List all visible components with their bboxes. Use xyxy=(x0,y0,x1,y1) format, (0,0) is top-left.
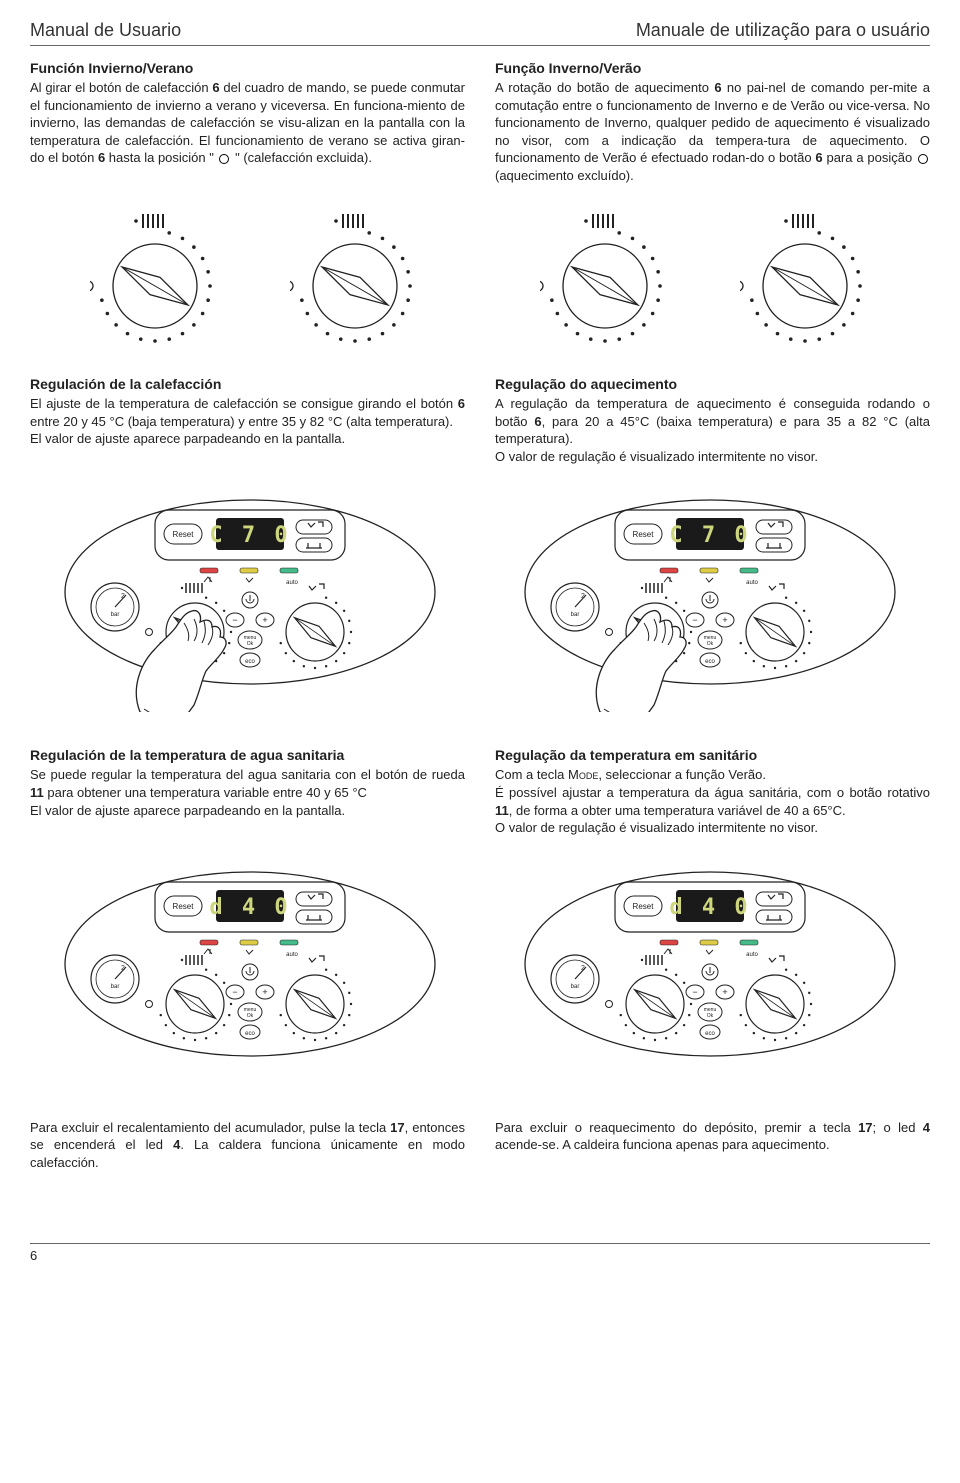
svg-text:eco: eco xyxy=(245,1031,255,1037)
s1-left-title: Función Invierno/Verano xyxy=(30,60,465,76)
svg-text:bar: bar xyxy=(571,612,580,618)
s4-right-text: Para excluir o reaquecimento do depósito… xyxy=(495,1119,930,1154)
page-footer: 6 xyxy=(30,1243,930,1263)
s2-right-title: Regulação do aquecimento xyxy=(495,376,930,392)
section-heating-reg: Regulación de la calefacción El ajuste d… xyxy=(30,376,930,477)
svg-text:auto: auto xyxy=(286,580,298,586)
svg-text:bar: bar xyxy=(111,612,120,618)
s1-right-title: Função Inverno/Verão xyxy=(495,60,930,76)
svg-text:−: − xyxy=(692,615,697,625)
s3-right-title: Regulação da temperatura em sanitário xyxy=(495,747,930,763)
dial-figure xyxy=(540,206,670,346)
svg-text:d 4 0: d 4 0 xyxy=(209,895,290,920)
svg-text:Ok: Ok xyxy=(707,1013,714,1019)
section-exclude: Para excluir el recalentamiento del acum… xyxy=(30,1119,930,1184)
s3-left-text: Se puede regular la temperatura del agua… xyxy=(30,766,465,819)
t: (aquecimento excluído). xyxy=(495,168,634,183)
control-panel-figure: ResetC 7 0autobar2−+menuOkeco xyxy=(50,492,450,712)
svg-text:+: + xyxy=(262,987,267,997)
t: 6 xyxy=(714,80,721,95)
s2-right-text: A regulação da temperatura de aqueciment… xyxy=(495,395,930,465)
s1-left-text: Al girar el botón de calefacción 6 del c… xyxy=(30,79,465,167)
svg-text:Ok: Ok xyxy=(707,641,714,647)
svg-text:+: + xyxy=(262,615,267,625)
svg-text:C 7 0: C 7 0 xyxy=(209,523,290,548)
t: Al girar el botón de calefacción xyxy=(30,80,212,95)
s2-left-text: El ajuste de la temperatura de calefacci… xyxy=(30,395,465,448)
svg-text:C 7 0: C 7 0 xyxy=(669,523,750,548)
off-position-icon xyxy=(219,154,229,164)
svg-text:Reset: Reset xyxy=(633,530,655,539)
svg-text:−: − xyxy=(232,615,237,625)
dial-figure xyxy=(290,206,420,346)
dial-figure-row xyxy=(30,206,930,346)
section-winter-summer: Función Invierno/Verano Al girar el botó… xyxy=(30,60,930,196)
t: A rotação do botão de aquecimento xyxy=(495,80,714,95)
section-dhw-reg: Regulación de la temperatura de agua san… xyxy=(30,747,930,848)
svg-text:eco: eco xyxy=(705,659,715,665)
s3-left-title: Regulación de la temperatura de agua san… xyxy=(30,747,465,763)
s4-left-text: Para excluir el recalentamiento del acum… xyxy=(30,1119,465,1172)
svg-text:−: − xyxy=(692,987,697,997)
header-left: Manual de Usuario xyxy=(30,20,181,41)
svg-text:Reset: Reset xyxy=(173,902,195,911)
svg-text:auto: auto xyxy=(286,952,298,958)
svg-text:eco: eco xyxy=(245,659,255,665)
svg-text:Ok: Ok xyxy=(247,641,254,647)
t: para a posição xyxy=(823,150,916,165)
svg-text:d 4 0: d 4 0 xyxy=(669,895,750,920)
svg-text:bar: bar xyxy=(111,984,120,990)
panel-row-2: Resetd 4 0autobar2−+menuOkeco Resetd 4 0… xyxy=(30,864,930,1084)
svg-text:Reset: Reset xyxy=(633,902,655,911)
control-panel-figure: Resetd 4 0autobar2−+menuOkeco xyxy=(510,864,910,1084)
s3-right-text: Com a tecla Mode, seleccionar a função V… xyxy=(495,766,930,836)
t: " (calefacción excluida). xyxy=(231,150,371,165)
svg-text:auto: auto xyxy=(746,952,758,958)
dial-figure xyxy=(90,206,220,346)
page-number: 6 xyxy=(30,1248,37,1263)
svg-text:Reset: Reset xyxy=(173,530,195,539)
svg-text:auto: auto xyxy=(746,580,758,586)
panel-row-1: ResetC 7 0autobar2−+menuOkeco ResetC 7 0… xyxy=(30,492,930,712)
t: 6 xyxy=(815,150,822,165)
s1-right-text: A rotação do botão de aquecimento 6 no p… xyxy=(495,79,930,184)
svg-text:bar: bar xyxy=(571,984,580,990)
off-position-icon xyxy=(918,154,928,164)
t: 6 xyxy=(212,80,219,95)
svg-text:eco: eco xyxy=(705,1031,715,1037)
header-right: Manuale de utilização para o usuário xyxy=(636,20,930,41)
svg-text:−: − xyxy=(232,987,237,997)
dial-figure xyxy=(740,206,870,346)
t: hasta la posición " xyxy=(105,150,217,165)
svg-text:Ok: Ok xyxy=(247,1013,254,1019)
control-panel-figure: ResetC 7 0autobar2−+menuOkeco xyxy=(510,492,910,712)
control-panel-figure: Resetd 4 0autobar2−+menuOkeco xyxy=(50,864,450,1084)
svg-text:+: + xyxy=(722,615,727,625)
page-header: Manual de Usuario Manuale de utilização … xyxy=(30,20,930,46)
s2-left-title: Regulación de la calefacción xyxy=(30,376,465,392)
svg-text:+: + xyxy=(722,987,727,997)
